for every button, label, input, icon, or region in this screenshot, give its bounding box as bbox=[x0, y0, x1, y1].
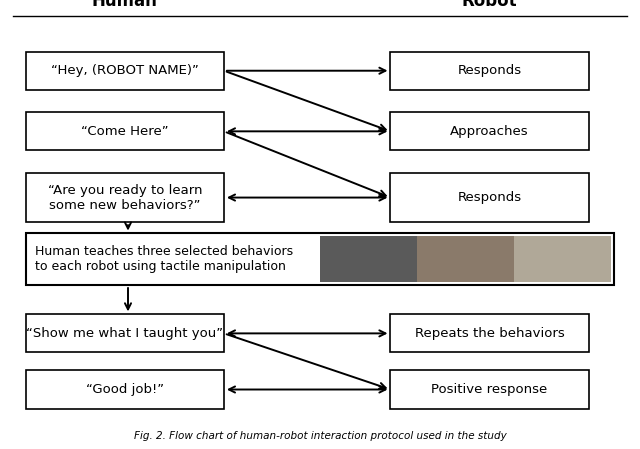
FancyBboxPatch shape bbox=[390, 52, 589, 90]
FancyBboxPatch shape bbox=[390, 370, 589, 409]
FancyBboxPatch shape bbox=[26, 52, 224, 90]
Text: Responds: Responds bbox=[458, 191, 522, 204]
Text: “Come Here”: “Come Here” bbox=[81, 125, 168, 138]
Bar bbox=[514, 236, 611, 282]
Text: Repeats the behaviors: Repeats the behaviors bbox=[415, 327, 564, 340]
Text: Fig. 2. Flow chart of human-robot interaction protocol used in the study: Fig. 2. Flow chart of human-robot intera… bbox=[134, 431, 506, 441]
Text: “Good job!”: “Good job!” bbox=[86, 383, 164, 396]
Text: “Show me what I taught you”: “Show me what I taught you” bbox=[26, 327, 223, 340]
Bar bbox=[417, 236, 514, 282]
FancyBboxPatch shape bbox=[26, 112, 224, 150]
FancyBboxPatch shape bbox=[390, 112, 589, 150]
Text: Human teaches three selected behaviors
to each robot using tactile manipulation: Human teaches three selected behaviors t… bbox=[35, 245, 293, 273]
FancyBboxPatch shape bbox=[390, 173, 589, 222]
Text: “Hey, (ROBOT NAME)”: “Hey, (ROBOT NAME)” bbox=[51, 64, 199, 77]
Text: Robot: Robot bbox=[462, 0, 517, 10]
Text: Responds: Responds bbox=[458, 64, 522, 77]
Text: Positive response: Positive response bbox=[431, 383, 548, 396]
FancyBboxPatch shape bbox=[26, 314, 224, 352]
FancyBboxPatch shape bbox=[26, 173, 224, 222]
Text: Human: Human bbox=[92, 0, 157, 10]
FancyBboxPatch shape bbox=[390, 314, 589, 352]
Bar bbox=[320, 236, 417, 282]
FancyBboxPatch shape bbox=[26, 370, 224, 409]
FancyBboxPatch shape bbox=[26, 233, 614, 285]
Text: Approaches: Approaches bbox=[451, 125, 529, 138]
Text: “Are you ready to learn
some new behaviors?”: “Are you ready to learn some new behavio… bbox=[47, 184, 202, 211]
